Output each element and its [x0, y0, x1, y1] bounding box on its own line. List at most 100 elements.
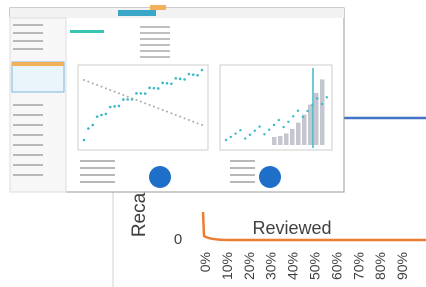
point: [192, 121, 194, 123]
point: [282, 126, 284, 128]
point: [131, 97, 133, 99]
point: [149, 104, 151, 106]
point: [184, 117, 186, 119]
point: [83, 79, 85, 81]
text-row: [230, 174, 255, 176]
point: [148, 87, 151, 90]
point: [91, 124, 94, 127]
point: [96, 84, 98, 86]
point: [188, 73, 191, 76]
y-tick-label: 0: [174, 231, 182, 248]
point: [144, 92, 147, 95]
point: [162, 109, 164, 111]
x-tick-label: 30%: [263, 252, 279, 280]
x-tick-label: 90%: [394, 252, 410, 280]
x-tick-label: 0%: [197, 252, 213, 272]
toolbar: [10, 8, 344, 18]
point: [179, 78, 182, 81]
point: [122, 94, 124, 96]
status-bar: [70, 30, 104, 33]
point: [105, 87, 107, 89]
text-row: [230, 160, 255, 162]
point: [109, 89, 111, 91]
point: [114, 91, 116, 93]
point: [321, 103, 323, 105]
point: [153, 106, 155, 108]
text-row: [140, 38, 170, 40]
point: [170, 112, 172, 114]
point: [316, 97, 318, 99]
point: [292, 115, 294, 117]
point: [144, 102, 146, 104]
sidebar-row: [13, 144, 43, 146]
point: [157, 107, 159, 109]
x-ticks: 0%10%20%30%40%50%60%70%80%90%: [197, 252, 410, 280]
x-tick-label: 80%: [372, 252, 388, 280]
point: [100, 86, 102, 88]
point: [127, 96, 129, 98]
point: [287, 121, 289, 123]
x-tick-label: 20%: [241, 252, 257, 280]
text-row: [80, 160, 115, 162]
point: [122, 98, 125, 101]
point: [118, 92, 120, 94]
point: [234, 132, 236, 134]
text-row: [230, 167, 255, 169]
point: [183, 78, 186, 81]
x-tick-label: 40%: [285, 252, 301, 280]
text-row: [140, 56, 170, 58]
sidebar-panel-header: [12, 62, 64, 66]
bar: [296, 123, 301, 145]
point: [135, 92, 138, 95]
mini-chart-left: [78, 65, 208, 150]
point: [153, 87, 156, 90]
sidebar-row: [13, 124, 43, 126]
point: [135, 99, 137, 101]
bar: [290, 129, 295, 145]
point: [263, 133, 265, 135]
sidebar-row: [13, 40, 43, 42]
bar: [272, 137, 277, 145]
text-row: [80, 167, 115, 169]
bar: [278, 136, 283, 145]
inner-screenshot: [10, 5, 344, 192]
text-row: [80, 181, 115, 183]
point: [175, 114, 177, 116]
x-tick-label: 10%: [219, 252, 235, 280]
point: [161, 82, 164, 85]
sidebar-row: [13, 104, 43, 106]
sidebar-row: [13, 164, 43, 166]
sidebar-row: [13, 174, 43, 176]
point: [278, 119, 280, 121]
gauge-dot: [149, 166, 171, 188]
sidebar-row: [13, 154, 43, 156]
active-tab: [118, 10, 156, 16]
point: [166, 111, 168, 113]
bar: [320, 79, 325, 145]
text-row: [80, 174, 115, 176]
point: [197, 122, 199, 124]
point: [100, 114, 103, 117]
point: [157, 87, 160, 90]
point: [201, 69, 204, 72]
point: [273, 124, 275, 126]
point: [230, 136, 232, 138]
point: [126, 98, 129, 101]
point: [258, 125, 260, 127]
x-tick-label: 60%: [328, 252, 344, 280]
point: [326, 96, 328, 98]
point: [166, 82, 169, 85]
sidebar-row: [13, 114, 43, 116]
bar: [314, 93, 319, 145]
tab-badge: [150, 5, 166, 10]
point: [297, 110, 299, 112]
point: [244, 137, 246, 139]
text-row: [140, 32, 170, 34]
point: [179, 116, 181, 118]
point: [268, 129, 270, 131]
point: [87, 127, 90, 130]
point: [140, 101, 142, 103]
sidebar-row: [13, 134, 43, 136]
y-axis-label: Reca: [129, 192, 150, 237]
point: [225, 139, 227, 141]
